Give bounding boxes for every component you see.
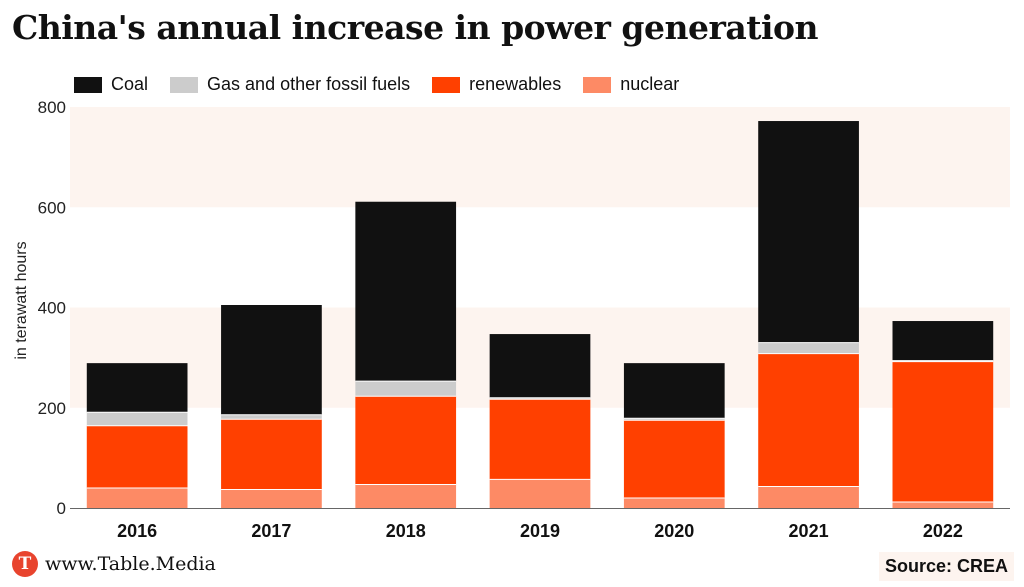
x-tick-label: 2022 — [923, 521, 963, 541]
chart-title: China's annual increase in power generat… — [12, 8, 819, 47]
source-note: Source: CREA — [878, 552, 1014, 581]
x-tick-label: 2017 — [251, 521, 291, 541]
legend-item-renewables: renewables — [432, 74, 561, 95]
legend-label-gas: Gas and other fossil fuels — [207, 74, 411, 94]
bar-segment-gas-and-other-fossil-fuels-2020 — [623, 418, 725, 421]
bar-segment-coal-2020 — [623, 363, 725, 419]
footer-logo[interactable]: T www.Table.Media — [12, 551, 216, 577]
bar-segment-coal-2016 — [86, 363, 188, 413]
bar-segment-renewables-2020 — [623, 420, 725, 498]
legend-item-nuclear: nuclear — [583, 74, 679, 95]
bar-segment-renewables-2021 — [758, 353, 859, 487]
y-tick-label: 0 — [57, 499, 66, 518]
bar-segment-nuclear-2017 — [221, 489, 322, 508]
table-media-logo-icon: T — [12, 551, 38, 577]
y-tick-label: 600 — [38, 198, 66, 217]
bar-segment-renewables-2018 — [355, 396, 457, 485]
bar-segment-coal-2018 — [355, 201, 457, 382]
x-tick-label: 2021 — [789, 521, 829, 541]
bar-segment-gas-and-other-fossil-fuels-2019 — [489, 397, 591, 400]
x-tick-label: 2018 — [386, 521, 426, 541]
legend-label-renewables: renewables — [469, 74, 562, 94]
legend-swatch-renewables — [432, 76, 461, 93]
legend-swatch-coal — [74, 76, 102, 93]
bar-segment-nuclear-2019 — [489, 479, 591, 508]
legend-item-coal: Coal — [74, 74, 148, 95]
bar-segment-gas-and-other-fossil-fuels-2017 — [221, 414, 322, 420]
bar-segment-gas-and-other-fossil-fuels-2018 — [355, 381, 457, 397]
bar-segment-gas-and-other-fossil-fuels-2016 — [86, 412, 188, 426]
legend-label-nuclear: nuclear — [620, 74, 680, 94]
y-tick-label: 200 — [38, 399, 66, 418]
bar-segment-nuclear-2022 — [892, 501, 994, 508]
legend-label-coal: Coal — [111, 74, 149, 94]
y-tick-label: 800 — [38, 98, 66, 117]
legend-item-gas: Gas and other fossil fuels — [170, 74, 410, 95]
bar-segment-nuclear-2018 — [355, 484, 457, 508]
bar-segment-renewables-2019 — [489, 399, 591, 480]
bar-segment-renewables-2016 — [86, 425, 188, 488]
bar-segment-nuclear-2016 — [86, 487, 188, 508]
bar-segment-coal-2017 — [221, 304, 322, 415]
bar-segment-gas-and-other-fossil-fuels-2021 — [758, 342, 859, 354]
bar-segment-nuclear-2020 — [623, 497, 725, 508]
bar-segment-coal-2019 — [489, 334, 591, 398]
bar-segment-nuclear-2021 — [758, 486, 859, 508]
legend-swatch-gas — [170, 76, 199, 93]
x-tick-label: 2019 — [520, 521, 560, 541]
background-band — [70, 107, 1010, 208]
bar-segment-coal-2022 — [892, 321, 994, 361]
y-tick-label: 400 — [38, 299, 66, 318]
bar-segment-renewables-2017 — [221, 419, 322, 490]
legend-swatch-nuclear — [583, 76, 612, 93]
bar-segment-gas-and-other-fossil-fuels-2022 — [892, 360, 994, 362]
y-axis-label: in terawatt hours — [13, 241, 30, 359]
bar-segment-coal-2021 — [758, 121, 859, 343]
x-tick-label: 2016 — [117, 521, 157, 541]
bar-segment-renewables-2022 — [892, 361, 994, 502]
chart-legend: Coal Gas and other fossil fuels renewabl… — [74, 74, 701, 95]
footer-site-link[interactable]: www.Table.Media — [45, 553, 216, 575]
x-tick-label: 2020 — [654, 521, 694, 541]
